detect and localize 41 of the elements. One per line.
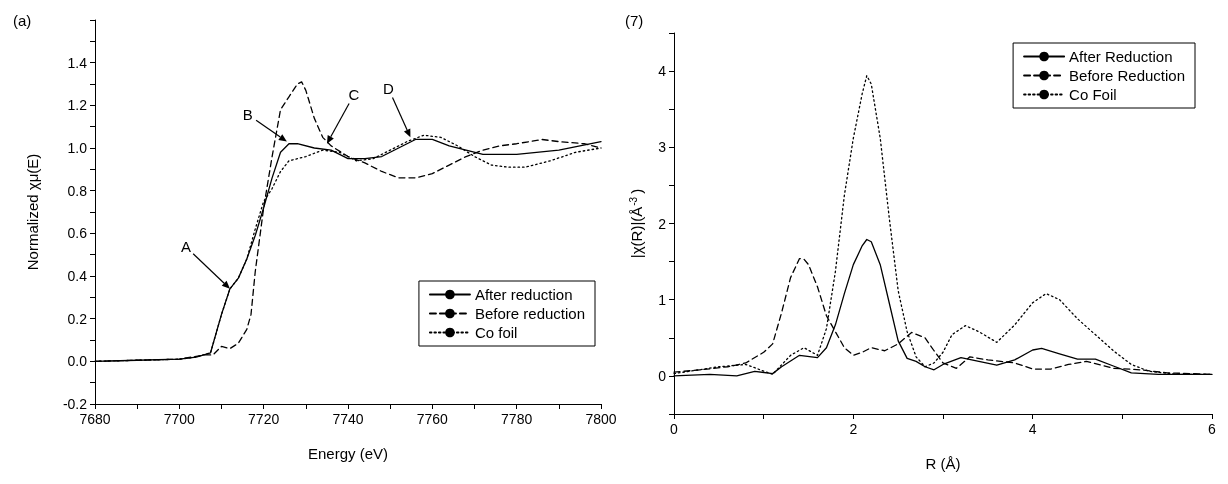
x-tick-label: 7800 (585, 411, 617, 427)
x-tick-label: 7700 (163, 411, 196, 427)
y-tick-label: 1 (658, 291, 667, 308)
x-tick-label: 2 (849, 421, 858, 437)
legend-label: After Reduction (1069, 48, 1173, 65)
y-tick-label: 0.4 (67, 268, 88, 284)
x-tick-label: 6 (1208, 421, 1217, 437)
annotation: B (242, 106, 253, 124)
x-axis-title: R (Å) (925, 455, 961, 472)
x-tick-label: 7740 (332, 411, 364, 427)
y-tick-label: 1.0 (67, 140, 88, 156)
y-tick-label: 2 (658, 215, 667, 232)
y-tick-label: 0.2 (67, 310, 88, 327)
x-tick-label: 7760 (416, 411, 449, 427)
y-tick-label: -0.2 (62, 396, 88, 412)
legend-label: Before Reduction (1069, 67, 1185, 84)
y-tick-label: 3 (658, 139, 667, 156)
legend-label: Before reduction (474, 305, 586, 322)
y-tick-label: 4 (658, 63, 667, 80)
legend-label: After reduction (474, 286, 573, 303)
legend-label: Co foil (474, 324, 518, 341)
chart-title: (a) (13, 12, 32, 29)
annotation: A (180, 238, 191, 256)
annotation: C (348, 86, 360, 104)
y-tick-label: 1.2 (67, 97, 88, 114)
legend-label: Co Foil (1069, 86, 1117, 103)
x-tick-label: 4 (1028, 421, 1037, 437)
x-tick-label: 7720 (248, 411, 280, 427)
y-tick-label: 1.4 (67, 54, 88, 71)
y-tick-label: 0 (658, 367, 667, 384)
y-axis-title: |χ(R)|(Å-3) (627, 188, 645, 259)
y-tick-label: 0.8 (67, 182, 88, 199)
x-tick-label: 7780 (501, 411, 533, 427)
y-tick-label: 0.0 (67, 353, 88, 370)
y-axis-title: Normalized χμ(E) (24, 153, 41, 271)
annotation: D (382, 79, 394, 97)
chart-title: (7) (625, 12, 644, 29)
x-tick-label: 0 (670, 421, 679, 437)
y-tick-label: 0.6 (67, 225, 88, 242)
x-tick-label: 7680 (79, 411, 111, 427)
x-axis-title: Energy (eV) (307, 445, 389, 462)
